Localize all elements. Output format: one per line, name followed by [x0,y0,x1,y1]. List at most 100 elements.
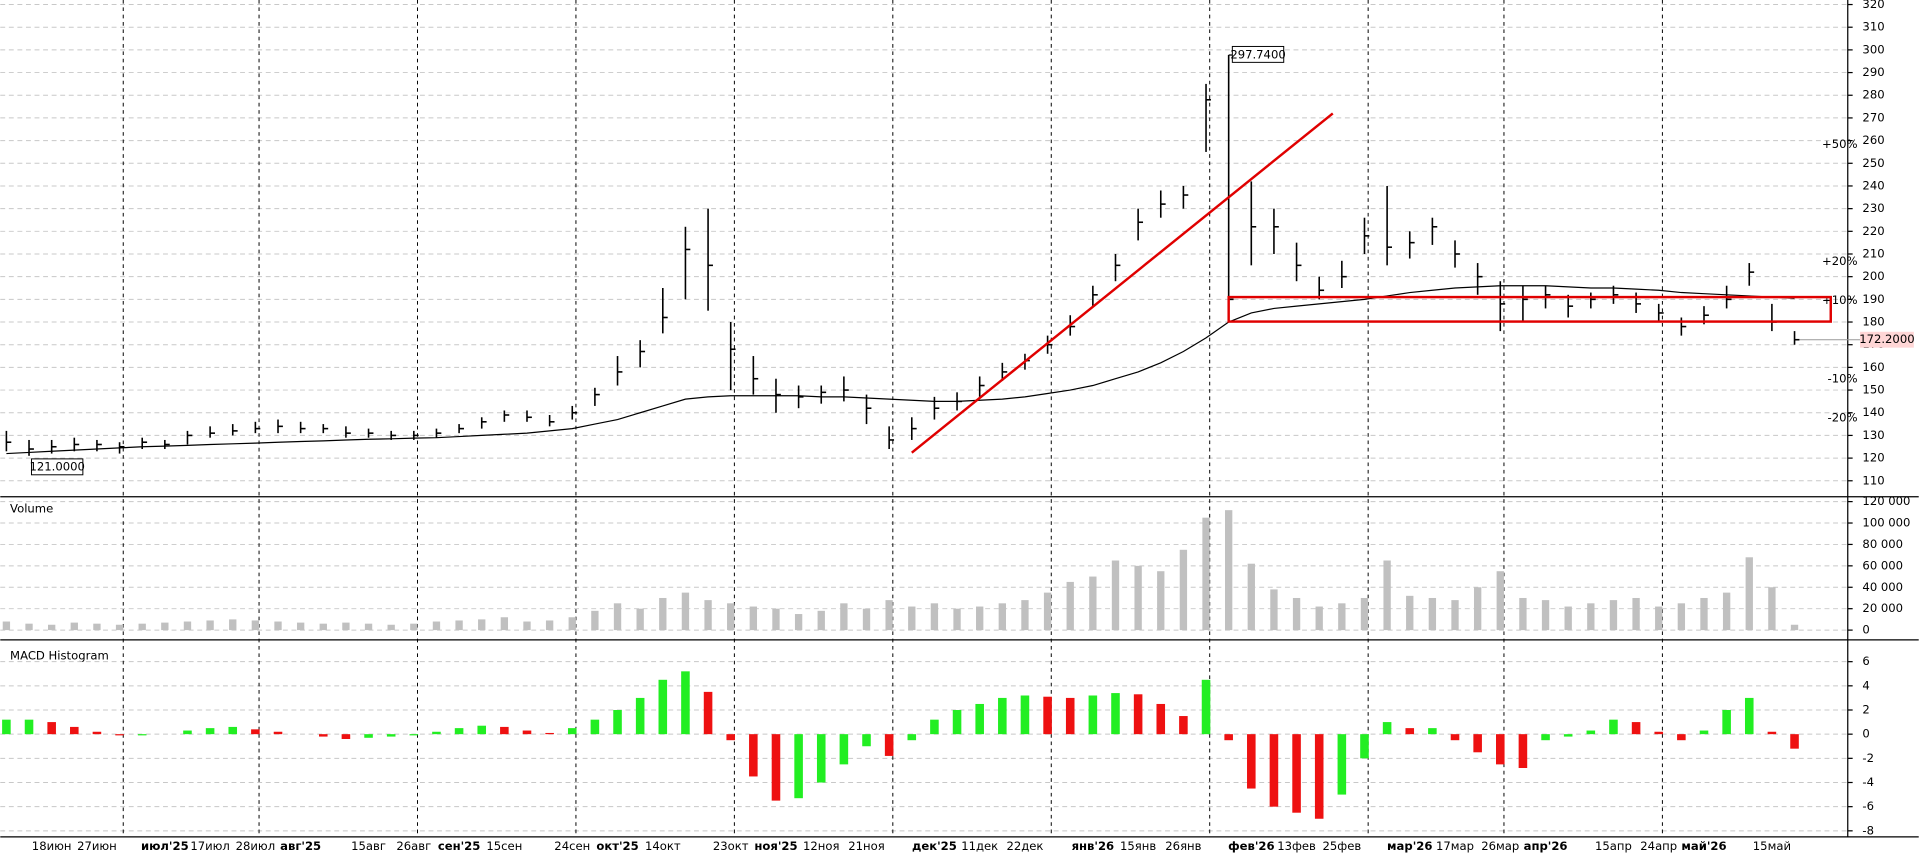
macd-bar [1405,728,1415,735]
y-tick-label: 210 [1862,246,1884,260]
y-tick-label: -4 [1862,775,1874,789]
volume-bar [1677,603,1686,631]
macd-bar [613,709,622,735]
volume-bar [727,603,735,631]
macd-bar [24,719,34,735]
volume-bar [229,619,237,631]
percent-label: -20% [1828,410,1858,424]
volume-bar [1564,606,1572,631]
macd-bar [1631,722,1641,735]
y-tick-label: 110 [1862,473,1884,487]
macd-bar [794,734,803,799]
y-tick-label: 120 000 [1862,494,1910,508]
volume-bar [1224,510,1233,631]
macd-bar [386,734,396,737]
x-tick-label: 15сен [486,839,522,853]
macd-bar [1133,694,1143,735]
y-tick-label: 200 [1862,269,1884,283]
volume-bar [1021,600,1029,631]
macd-bar [1156,703,1166,735]
volume-bar [432,621,441,631]
volume-bar [568,617,576,631]
y-tick-label: 310 [1862,20,1884,34]
volume-bar [1451,600,1459,631]
macd-bar [930,719,939,735]
macd-bar [1224,734,1233,741]
volume-bar [1202,517,1210,631]
volume-bar [681,592,690,631]
macd-bar [115,734,124,736]
volume-bar [1722,592,1731,631]
y-tick-label: 240 [1862,178,1884,192]
y-tick-label: 100 000 [1862,516,1910,530]
volume-bar [274,621,282,631]
macd-bar [1744,697,1754,735]
volume-bar [1066,581,1074,631]
volume-bar [2,621,11,631]
x-tick-label: 23окт [713,839,749,853]
macd-bar [251,729,260,735]
y-tick-label: 140 [1862,405,1884,419]
annotation-box [30,458,84,476]
y-tick-label: 150 [1862,383,1884,397]
macd-bar [1541,734,1550,741]
macd-bar [975,703,984,735]
y-tick-label: 80 000 [1862,537,1903,551]
low-label: 121.0000 [29,459,84,473]
last-price-box [1859,331,1914,348]
volume-bar [908,606,916,631]
macd-bar [1292,734,1301,813]
volume-bar [1768,587,1776,631]
macd-bar [590,719,600,735]
volume-bar [1270,589,1278,631]
y-tick-label: -8 [1862,823,1874,837]
macd-bar [1179,716,1188,735]
volume-bar [1700,597,1708,631]
volume-bar [998,603,1006,631]
macd-bar [92,731,102,735]
volume-bar [545,620,554,631]
macd-bar [137,734,147,736]
macd-bar [1269,734,1279,807]
x-tick-label: 24апр [1640,839,1677,853]
volume-bar [1111,560,1120,631]
volume-bar [1496,571,1504,631]
x-tick-label: 26авг [396,839,431,853]
x-tick-label: 17июл [190,839,230,853]
macd-bar [907,734,917,741]
x-tick-label: 14окт [645,839,681,853]
macd-bar [1428,728,1437,735]
macd-bar [1722,709,1731,735]
y-tick-label: 6 [1862,654,1869,668]
x-tick-label: 27июн [77,839,117,853]
volume-bar [342,622,350,631]
x-tick-label: ноя'25 [754,839,797,853]
volume-bar [1292,597,1301,631]
volume-bar [410,623,418,631]
x-tick-label: дек'25 [912,839,957,853]
macd-bar [703,691,713,735]
macd-bar [1314,734,1324,819]
y-tick-label: 120 [1862,451,1884,465]
volume-bar [1134,565,1142,631]
macd-bar [183,730,192,735]
macd-bar [522,730,532,735]
macd-bar [1563,734,1573,737]
volume-bar [364,623,373,631]
y-tick-label: 0 [1862,623,1869,637]
macd-bar [1088,695,1098,735]
volume-bar [1541,600,1550,631]
volume-bar [1473,587,1482,631]
volume-bar [1406,595,1414,631]
annotation-box [1231,45,1285,63]
x-tick-label: 15авг [351,839,386,853]
macd-bar [1111,693,1120,735]
volume-bar [161,622,169,631]
x-tick-label: 15янв [1120,839,1156,853]
x-tick-label: 21ноя [848,839,884,853]
macd-bar [635,697,645,735]
x-tick-label: сен'25 [438,839,481,853]
macd-bar [726,734,735,741]
x-tick-label: апр'26 [1524,839,1568,853]
